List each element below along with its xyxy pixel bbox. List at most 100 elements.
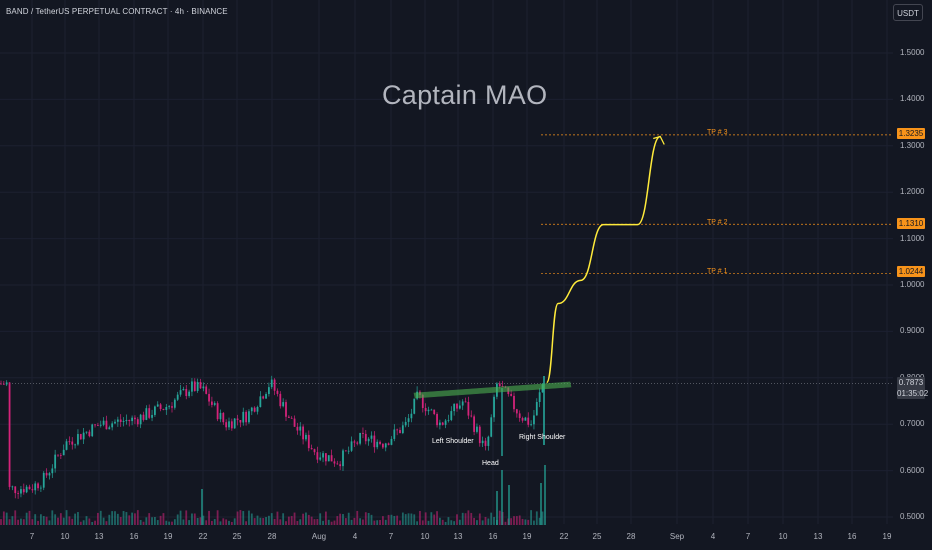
candle-body xyxy=(2,383,5,385)
candle-body xyxy=(99,424,102,426)
volume-bar xyxy=(199,517,202,525)
candle-body xyxy=(233,418,236,429)
candle-body xyxy=(530,424,532,426)
candle-body xyxy=(293,418,296,427)
candle-body xyxy=(342,450,344,467)
volume-bar xyxy=(285,521,287,525)
volume-bar xyxy=(290,516,293,525)
volume-bar xyxy=(316,519,319,525)
volume-bar xyxy=(37,520,39,525)
volume-bar xyxy=(339,513,342,525)
x-tick-label: 13 xyxy=(813,532,823,541)
volume-bar xyxy=(347,512,350,525)
candle-body xyxy=(359,432,361,444)
candle-body xyxy=(427,409,430,412)
y-tick-label: 1.1000 xyxy=(900,233,925,243)
candle-body xyxy=(421,394,424,408)
volume-bar xyxy=(350,519,353,525)
candle-body xyxy=(211,401,213,405)
y-tick-label: 1.5000 xyxy=(900,48,925,57)
candle-body xyxy=(139,414,142,425)
candle-body xyxy=(262,396,265,399)
x-tick-label: 10 xyxy=(60,532,70,541)
candle-body xyxy=(370,435,373,439)
volume-bar xyxy=(307,514,310,525)
currency-unit-button[interactable]: USDT xyxy=(893,4,923,21)
volume-bar xyxy=(407,513,410,525)
candle-body xyxy=(478,426,481,444)
candle-body xyxy=(259,396,262,407)
x-tick-label: 28 xyxy=(626,532,636,541)
candle-body xyxy=(199,382,202,389)
candle-body xyxy=(62,449,65,456)
volume-bar xyxy=(533,520,535,525)
tp1-label: TP # 1 xyxy=(707,268,728,275)
volume-bar xyxy=(453,521,456,525)
candle-body xyxy=(219,412,222,420)
volume-bar xyxy=(501,470,503,525)
candle-body xyxy=(173,399,176,408)
left-shoulder-label: Left Shoulder xyxy=(432,438,474,445)
candle-body xyxy=(176,394,179,400)
volume-bar xyxy=(71,518,74,525)
volume-bar xyxy=(156,520,159,525)
candle-body xyxy=(450,411,453,420)
candle-body xyxy=(413,398,416,414)
volume-bar xyxy=(270,513,273,525)
candle-body xyxy=(439,422,441,426)
x-tick-label: Aug xyxy=(311,532,327,541)
candle-body xyxy=(48,473,51,476)
volume-bar xyxy=(22,519,25,525)
volume-bar xyxy=(421,520,424,525)
volume-bar xyxy=(233,518,236,525)
volume-bar xyxy=(487,518,490,525)
candle-body xyxy=(88,431,91,437)
volume-bar xyxy=(527,519,530,525)
y-tick-label: 0.5000 xyxy=(900,512,925,521)
bar-countdown: 01:35:02 xyxy=(897,389,929,398)
candle-body xyxy=(382,443,384,448)
candle-body xyxy=(387,443,390,445)
candle-body xyxy=(527,417,530,425)
candle-body xyxy=(256,406,259,412)
candle-body xyxy=(97,425,99,427)
x-tick-label: 10 xyxy=(420,532,430,541)
candle-body xyxy=(165,407,168,410)
volume-bar xyxy=(373,520,376,525)
volume-bar xyxy=(17,519,19,525)
candle-body xyxy=(148,408,151,418)
candle-body xyxy=(396,429,399,431)
candle-body xyxy=(188,391,190,396)
candle-body xyxy=(333,461,336,464)
candle-body xyxy=(484,440,487,446)
volume-bar xyxy=(191,513,193,525)
volume-bar xyxy=(370,514,373,525)
volume-bar xyxy=(54,514,57,525)
candle-body xyxy=(111,423,114,428)
x-tick-label: 19 xyxy=(882,532,892,541)
volume-bar xyxy=(25,512,28,525)
candle-body xyxy=(51,468,54,474)
candle-body xyxy=(273,379,276,391)
candle-body xyxy=(461,401,464,406)
x-tick-label: 25 xyxy=(592,532,602,541)
candle-body xyxy=(79,434,82,440)
candles xyxy=(0,375,545,499)
candle-body xyxy=(128,419,131,422)
candle-body xyxy=(191,381,193,392)
volume-bar xyxy=(302,513,304,525)
volume-bar xyxy=(151,517,153,525)
candle-body xyxy=(282,402,285,407)
candle-body xyxy=(71,441,74,445)
volume-bar xyxy=(111,511,114,525)
volume-bar xyxy=(105,521,108,525)
candle-body xyxy=(59,455,62,456)
candle-body xyxy=(37,483,39,489)
candle-body xyxy=(367,438,370,442)
x-tick-label: 16 xyxy=(488,532,498,541)
candle-body xyxy=(344,450,347,452)
volume-bar xyxy=(538,517,541,525)
volume-bar xyxy=(276,511,279,525)
volume-bar xyxy=(31,519,34,525)
